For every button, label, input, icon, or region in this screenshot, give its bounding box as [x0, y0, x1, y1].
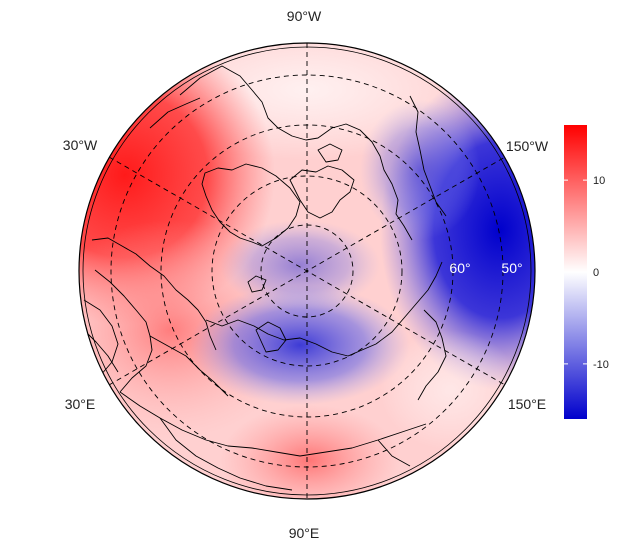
- colorbar-ticks: 10 0 -10: [564, 175, 609, 371]
- border-southern: [119, 391, 427, 457]
- meridian-label-150w: 150°W: [506, 138, 549, 154]
- meridian-30e-150w: [108, 156, 506, 386]
- disc-boundary-inner: [82, 46, 532, 496]
- latitude-circle-70: [211, 175, 403, 367]
- coast-siberia: [205, 319, 377, 357]
- coast-europe: [94, 269, 153, 393]
- meridian-label-90e: 90°E: [289, 525, 320, 541]
- border-europe-1: [83, 329, 119, 373]
- border-russia-west: [149, 335, 229, 397]
- coast-baffin-island: [317, 143, 343, 163]
- colorbar-tick-label: 0: [593, 267, 599, 279]
- latitude-label-60: 60°: [449, 260, 470, 276]
- colorbar: 10 0 -10: [564, 125, 609, 419]
- coast-canadian-archipelago: [289, 165, 355, 219]
- coast-kamchatka: [417, 309, 447, 401]
- coast-alaska: [409, 95, 447, 217]
- anomaly-field: [79, 43, 535, 499]
- coast-scandinavia: [91, 237, 217, 351]
- colorbar-tick-label: 10: [593, 175, 605, 187]
- colorbar-gradient: [564, 125, 587, 419]
- meridian-label-150e: 150°E: [508, 396, 546, 412]
- meridian-label-30w: 30°W: [63, 137, 98, 153]
- coast-east-siberia: [375, 261, 443, 345]
- meridian-label-30e: 30°E: [65, 396, 96, 412]
- coast-novaya-zemlya: [255, 321, 287, 353]
- disc-boundary-outer: [78, 42, 536, 500]
- graticule: [108, 43, 506, 499]
- meridian-label-90w: 90°W: [287, 8, 322, 24]
- coast-western-europe: [83, 299, 119, 377]
- latitude-label-50: 50°: [501, 260, 522, 276]
- coast-north-america: [179, 65, 413, 241]
- border-east-asia: [377, 439, 411, 467]
- border-central-asia: [159, 417, 293, 491]
- colorbar-tick-label: -10: [593, 359, 609, 371]
- coast-svalbard: [247, 275, 267, 293]
- coast-greenland: [201, 163, 301, 247]
- coast-labrador: [149, 97, 201, 129]
